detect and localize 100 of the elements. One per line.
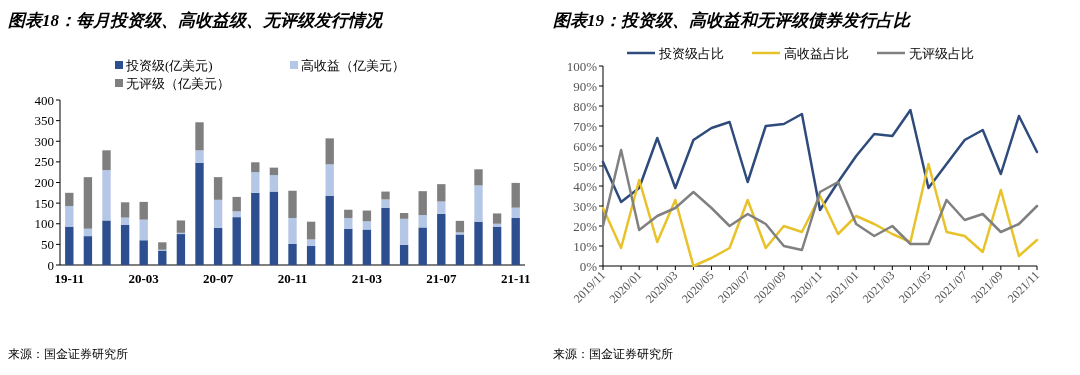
bar (232, 196, 241, 212)
bar (288, 217, 297, 244)
bar (83, 236, 93, 265)
bar (455, 234, 465, 265)
bar (418, 227, 427, 265)
bar (120, 202, 130, 218)
y-tick-label: 0% (579, 258, 598, 274)
bar (474, 169, 483, 186)
bar (195, 122, 204, 151)
x-tick-label: 20-11 (277, 271, 308, 286)
x-tick-label: 21-07 (426, 271, 457, 286)
legend-label: 投资级占比 (658, 46, 724, 61)
bar (474, 185, 483, 222)
bar (158, 242, 167, 250)
x-tick-label: 19-11 (54, 271, 85, 286)
legend-label: 高收益占比 (784, 46, 849, 61)
bar (139, 240, 148, 265)
bar (399, 213, 409, 219)
bar (158, 250, 167, 265)
bar (381, 199, 390, 208)
y-tick-label: 250 (34, 154, 54, 170)
bar (399, 244, 409, 265)
source-note: 来源：国金证券研究所 (553, 347, 673, 361)
line-series (601, 108, 1039, 212)
legend-label: 投资级(亿美元) (125, 58, 213, 73)
bar (437, 201, 446, 214)
bar (176, 220, 186, 233)
bar (251, 172, 260, 193)
bar (195, 162, 204, 265)
bar (325, 138, 334, 165)
bar (288, 243, 297, 265)
bar (492, 226, 502, 265)
y-tick-label: 150 (34, 195, 54, 211)
y-tick-label: 50 (41, 236, 54, 252)
y-tick-label: 0 (47, 257, 54, 273)
bar (176, 234, 186, 265)
bar (102, 220, 111, 265)
y-tick-label: 30% (573, 198, 598, 214)
bar (306, 246, 316, 265)
chart-title: 图表19：投资级、高收益和无评级债券发行占比 (553, 11, 912, 30)
x-tick-label: 20-07 (202, 271, 234, 286)
bar (455, 232, 465, 235)
bar (65, 226, 74, 265)
bar (102, 170, 111, 221)
bar (399, 218, 409, 245)
legend-label: 无评级（亿美元） (126, 76, 230, 91)
y-tick-label: 80% (573, 98, 598, 114)
bar (511, 217, 520, 265)
x-tick-label: 21-11 (500, 271, 531, 286)
bar (306, 221, 316, 240)
bar (418, 215, 427, 228)
bar (251, 192, 260, 265)
bar (288, 190, 297, 218)
bar (213, 177, 223, 200)
bar (269, 175, 279, 192)
y-tick-label: 90% (573, 78, 598, 94)
bar (344, 228, 353, 265)
bar (362, 221, 372, 230)
bar (325, 195, 334, 265)
y-tick-label: 350 (34, 113, 54, 129)
bar (83, 228, 93, 237)
bar (65, 192, 74, 207)
y-tick-label: 60% (573, 138, 598, 154)
legend-label: 高收益（亿美元） (301, 58, 405, 73)
y-tick-label: 200 (34, 175, 54, 190)
line-series (601, 148, 1039, 252)
legend-label: 无评级占比 (909, 46, 974, 61)
bar (213, 227, 223, 265)
bar (492, 223, 502, 227)
bar (455, 220, 465, 233)
y-tick-label: 100% (566, 58, 598, 74)
bar (492, 213, 502, 224)
y-tick-label: 10% (573, 238, 598, 254)
bar (381, 191, 390, 200)
bar (437, 184, 446, 202)
bar (232, 217, 241, 265)
bar (269, 191, 279, 265)
x-tick-label: 21-03 (351, 271, 383, 286)
y-tick-label: 20% (573, 218, 598, 234)
bar (418, 191, 427, 216)
source-note: 来源：国金证券研究所 (8, 347, 128, 361)
bar (65, 206, 74, 227)
bar (344, 209, 353, 218)
bar (362, 229, 372, 265)
bar (195, 150, 204, 163)
bar (381, 207, 390, 265)
bar (102, 150, 111, 171)
bar (511, 207, 520, 218)
bar (511, 182, 520, 208)
bar (213, 199, 223, 228)
y-tick-label: 50% (573, 158, 598, 174)
bar (474, 221, 483, 265)
y-tick-label: 70% (573, 118, 598, 134)
y-tick-label: 40% (573, 178, 598, 194)
bar (437, 213, 446, 265)
bar (251, 162, 260, 173)
chart-title: 图表18：每月投资级、高收益级、无评级发行情况 (8, 11, 384, 30)
bar (344, 217, 353, 229)
y-tick-label: 100 (34, 216, 54, 232)
bar (139, 219, 148, 241)
